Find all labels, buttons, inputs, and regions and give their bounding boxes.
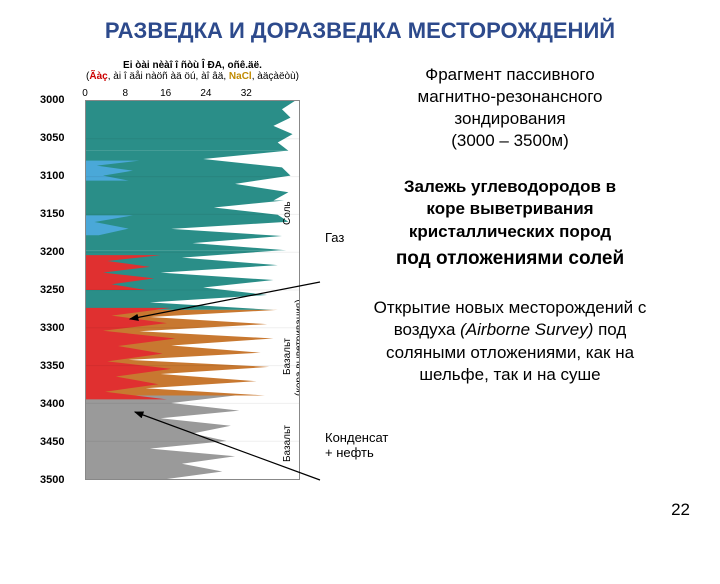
y-tick: 3300 (40, 322, 64, 334)
y-tick: 3450 (40, 436, 64, 448)
frag-line3: зондирования (320, 108, 700, 130)
y-tick: 3150 (40, 208, 64, 220)
y-tick: 3350 (40, 360, 64, 372)
y-tick: 3400 (40, 398, 64, 410)
log-panel: СольБазальт(кора выветривания)Базальт (85, 100, 300, 480)
fragment-note: Фрагмент пассивного магнитно-резонансног… (320, 64, 700, 152)
y-tick: 3050 (40, 132, 64, 144)
open-line3: соляными отложениями, как на (320, 342, 700, 364)
dep-line3: кристаллических пород (320, 221, 700, 243)
x-tick: 0 (82, 88, 88, 99)
dep-line1: Залежь углеводородов в (320, 176, 700, 198)
hdr-end: , àäçàëòù (252, 71, 296, 82)
open1a: Открытие новых месторождений с (374, 298, 647, 317)
vertical-label: Базальт (283, 316, 293, 396)
condensate-annotation-label: Конденсат + нефть (325, 430, 388, 460)
notes-column: Фрагмент пассивного магнитно-резонансног… (320, 64, 700, 410)
open-line2: воздуха (Airborne Survey) под (320, 319, 700, 341)
y-tick: 3250 (40, 284, 64, 296)
x-tick: 32 (241, 88, 252, 99)
open1c: (Airborne Survey) (460, 320, 593, 339)
vertical-label: Базальт (283, 416, 293, 471)
page-number: 22 (671, 500, 690, 520)
open1b: воздуха (394, 320, 460, 339)
frag-line4: (3000 – 3500м) (320, 130, 700, 152)
y-tick: 3200 (40, 246, 64, 258)
vertical-label: Соль (283, 186, 293, 241)
deposit-note: Залежь углеводородов в коре выветривания… (320, 176, 700, 242)
x-tick: 8 (123, 88, 129, 99)
open-line4: шельфе, так и на суше (320, 364, 700, 386)
slide-title: РАЗВЕДКА И ДОРАЗВЕДКА МЕСТОРОЖДЕНИЙ (0, 0, 720, 44)
hdr-gas: Ãàç (89, 71, 107, 82)
y-tick: 3000 (40, 94, 64, 106)
chart-header-l2: (Ãàç, ài î äåi nàöñ àä öú, àî âä, NaCl, … (86, 71, 299, 82)
airborne-note: Открытие новых месторождений с воздуха (… (320, 297, 700, 385)
log-chart: Ei òài nèàî î ñòù Î ÐA, oñê.äë. (Ãàç, ài… (40, 60, 300, 480)
x-tick: 24 (200, 88, 211, 99)
dep-line2: коре выветривания (320, 198, 700, 220)
x-tick: 16 (160, 88, 171, 99)
dep-line4: под отложениями солей (320, 247, 700, 272)
chart-header-l1: Ei òài nèàî î ñòù Î ÐA, oñê.äë. (123, 60, 262, 71)
chart-header: Ei òài nèàî î ñòù Î ÐA, oñê.äë. (Ãàç, ài… (85, 60, 300, 82)
frag-line2: магнитно-резонансного (320, 86, 700, 108)
y-tick: 3100 (40, 170, 64, 182)
hdr-mid: , ài î äåi nàöñ àä öú, àî âä, (108, 71, 229, 82)
open-line1: Открытие новых месторождений с (320, 297, 700, 319)
frag-line1: Фрагмент пассивного (320, 64, 700, 86)
hdr-nacl: NaCl (229, 71, 252, 82)
vertical-label: (кора выветривания) (295, 316, 300, 396)
under-salt-note: под отложениями солей (320, 247, 700, 272)
open1d: под (593, 320, 626, 339)
y-tick: 3500 (40, 474, 64, 486)
